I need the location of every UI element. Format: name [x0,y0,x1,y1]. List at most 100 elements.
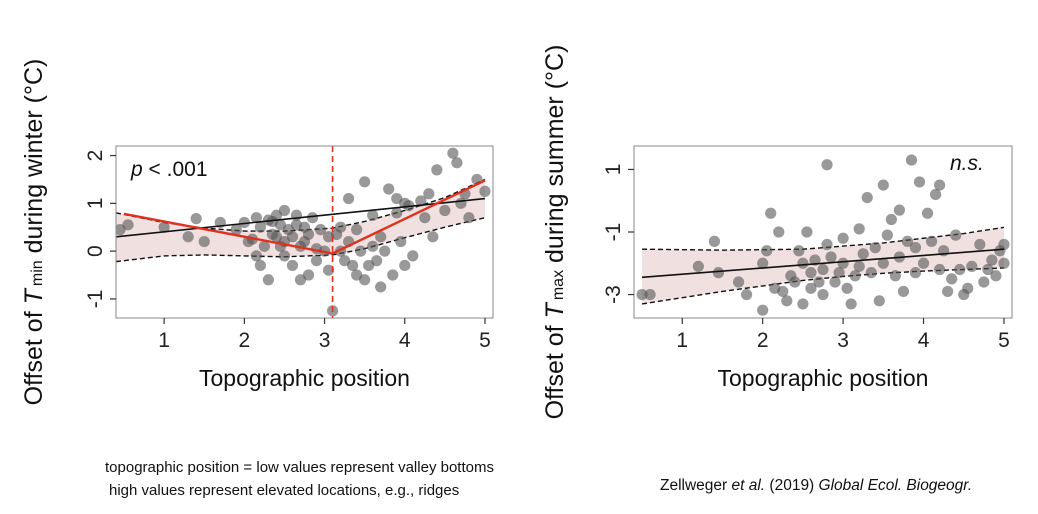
data-point [278,204,291,217]
x-axis-label: Topographic position [718,365,929,391]
data-point [262,274,275,286]
citation-year: (2019) [765,477,819,494]
fit-line [641,248,1005,279]
data-point [865,267,877,279]
caption-line-2: high values represent elevated locations… [109,482,460,499]
data-point [817,288,829,301]
data-point [439,204,451,217]
data-point [375,281,387,293]
data-point [463,212,475,224]
data-point [765,207,777,219]
data-point [455,197,467,209]
data-point [379,245,391,257]
data-point [322,264,335,276]
data-point [909,242,922,254]
data-point [286,231,299,243]
winter-tmin-panel: 1 2 3 4 5 -1 0 1 2 Topographic position Offset of … [20,59,494,406]
data-point [355,245,367,257]
data-point [877,257,889,269]
data-point [901,235,914,247]
data-point [359,176,371,188]
data-point [258,240,270,252]
data-point [929,188,942,201]
data-point [740,288,753,301]
data-point [881,229,893,241]
data-point [757,304,769,316]
data-point [407,250,419,262]
x-tick-label: 5 [479,329,491,352]
x-tick-label: 1 [158,329,170,352]
significance-annotation: n.s. [950,152,984,175]
data-point [986,254,998,266]
data-point [198,235,210,248]
y-tick-label: -1 [84,290,107,309]
data-point [873,295,885,307]
data-point [942,285,954,298]
caption-line-1: topographic position = low values repres… [105,459,494,476]
data-point [343,192,355,205]
x-tick-label: 3 [837,329,849,352]
data-point [917,257,930,269]
data-point [431,164,443,176]
y-tick-label: -1 [602,223,625,242]
data-point [451,157,463,169]
data-point [845,298,857,310]
data-point [387,269,399,281]
data-point [250,250,262,262]
data-point [950,229,962,241]
data-point [877,179,889,191]
data-point [367,240,379,252]
data-point [921,207,934,219]
data-point [777,285,789,298]
data-point [821,159,833,171]
plot-frame [115,145,494,319]
data-point [479,185,491,197]
data-point [254,221,266,233]
data-point [853,260,865,272]
data-point [644,288,656,301]
data-point [314,224,327,236]
data-point [302,269,315,281]
citation-etal: et al. [731,477,766,494]
x-tick-label: 5 [998,329,1010,352]
data-point [849,270,861,282]
data-point [250,212,262,224]
data-point [636,288,648,301]
data-point [773,226,785,238]
y-tick-label: -3 [602,285,625,304]
data-point [797,298,809,310]
data-point [732,276,745,288]
x-tick-label: 2 [757,329,769,352]
data-point [278,250,291,262]
data-point [913,176,926,188]
data-point [998,257,1010,269]
data-point [805,267,817,279]
data-point [885,213,897,226]
data-point [946,273,958,285]
data-point [395,235,407,248]
data-point [761,245,773,257]
data-point [238,216,250,229]
data-point [934,179,946,191]
data-point [708,235,721,247]
citation: Zellweger et al. (2019) Global Ecol. Bio… [660,477,972,495]
data-point [415,195,427,207]
data-point [998,238,1010,251]
y-axis-label: Offset of Tmin during winter (°C) [20,59,48,406]
data-point [375,231,387,243]
data-point [861,192,873,204]
data-point [962,282,974,294]
data-point [230,224,242,236]
data-point [966,260,978,272]
data-point [692,260,704,272]
x-tick-label: 4 [399,329,411,352]
data-point [869,242,881,254]
data-point [190,213,202,225]
data-point [925,235,938,247]
data-point [889,270,901,282]
x-tick-label: 2 [238,329,250,352]
citation-journal: Global Ecol. Biogeogr. [818,477,973,494]
y-tick-label: 1 [84,197,107,209]
data-point [427,231,439,243]
